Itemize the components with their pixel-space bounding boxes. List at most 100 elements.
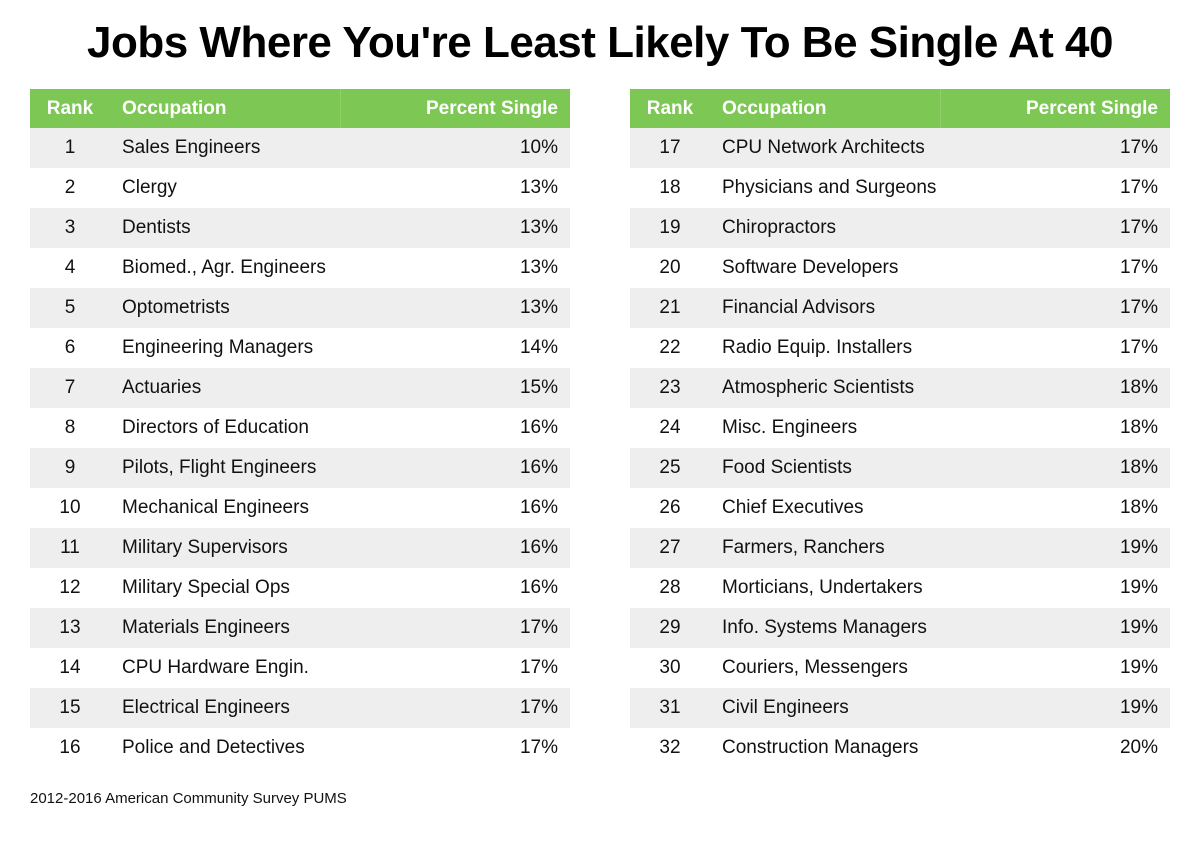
header-divider xyxy=(940,89,941,128)
percent-cell: 19% xyxy=(1119,537,1158,558)
page-title: Jobs Where You're Least Likely To Be Sin… xyxy=(87,18,1113,67)
occupation-cell: Optometrists xyxy=(122,297,230,318)
percent-cell: 18% xyxy=(1119,377,1158,398)
rank-cell: 20 xyxy=(659,257,681,278)
percent-cell: 16% xyxy=(519,457,558,478)
header-rank: Rank xyxy=(46,97,94,119)
occupation-cell: CPU Network Architects xyxy=(722,137,925,158)
rank-cell: 18 xyxy=(659,177,681,198)
occupation-cell: Atmospheric Scientists xyxy=(722,377,915,398)
occupation-cell: Civil Engineers xyxy=(722,697,849,718)
table-row: 27 Farmers, Ranchers 19% xyxy=(630,528,1170,568)
rank-cell: 28 xyxy=(659,577,681,598)
table-row: 32 Construction Managers 20% xyxy=(630,728,1170,768)
table-row: 30 Couriers, Messengers 19% xyxy=(630,648,1170,688)
percent-cell: 17% xyxy=(1119,257,1158,278)
table-body: 17 CPU Network Architects 17% 18 Physicians … xyxy=(630,128,1170,768)
rank-cell: 22 xyxy=(659,337,681,358)
rank-cell: 5 xyxy=(64,297,76,318)
rank-cell: 31 xyxy=(659,697,681,718)
rank-cell: 6 xyxy=(64,337,76,358)
rank-cell: 23 xyxy=(659,377,681,398)
percent-cell: 19% xyxy=(1119,617,1158,638)
table-row: 15 Electrical Engineers 17% xyxy=(30,688,570,728)
occupation-cell: CPU Hardware Engin. xyxy=(122,657,309,678)
table-row: 18 Physicians and Surgeons 17% xyxy=(630,168,1170,208)
source-note: 2012-2016 American Community Survey PUMS xyxy=(30,790,347,807)
table-row: 5 Optometrists 13% xyxy=(30,288,570,328)
percent-cell: 13% xyxy=(519,257,558,278)
rank-cell: 19 xyxy=(659,217,681,238)
table-row: 16 Police and Detectives 17% xyxy=(30,728,570,768)
occupation-cell: Financial Advisors xyxy=(722,297,876,318)
occupation-cell: Food Scientists xyxy=(722,457,852,478)
table-row: 13 Materials Engineers 17% xyxy=(30,608,570,648)
occupation-cell: Chief Executives xyxy=(722,497,864,518)
rank-cell: 29 xyxy=(659,617,681,638)
rank-cell: 10 xyxy=(59,497,81,518)
table-row: 1 Sales Engineers 10% xyxy=(30,128,570,168)
table-row: 21 Financial Advisors 17% xyxy=(630,288,1170,328)
occupation-cell: Police and Detectives xyxy=(122,737,305,758)
rank-cell: 16 xyxy=(59,737,81,758)
percent-cell: 13% xyxy=(519,177,558,198)
occupation-cell: Construction Managers xyxy=(722,737,919,758)
percent-cell: 19% xyxy=(1119,657,1158,678)
table-row: 10 Mechanical Engineers 16% xyxy=(30,488,570,528)
table-row: 24 Misc. Engineers 18% xyxy=(630,408,1170,448)
table-row: 11 Military Supervisors 16% xyxy=(30,528,570,568)
table-row: 9 Pilots, Flight Engineers 16% xyxy=(30,448,570,488)
occupation-cell: Materials Engineers xyxy=(122,617,290,638)
table-row: 19 Chiropractors 17% xyxy=(630,208,1170,248)
table-row: 26 Chief Executives 18% xyxy=(630,488,1170,528)
header-occupation: Occupation xyxy=(122,97,227,119)
table-row: 3 Dentists 13% xyxy=(30,208,570,248)
occupation-cell: Physicians and Surgeons xyxy=(722,177,937,198)
table-right: Rank Occupation Percent Single 17 CPU Net… xyxy=(630,89,1170,768)
table-row: 17 CPU Network Architects 17% xyxy=(630,128,1170,168)
table-row: 23 Atmospheric Scientists 18% xyxy=(630,368,1170,408)
percent-cell: 19% xyxy=(1119,697,1158,718)
table-header: Rank Occupation Percent Single xyxy=(630,89,1170,128)
table-row: 28 Morticians, Undertakers 19% xyxy=(630,568,1170,608)
rank-cell: 3 xyxy=(64,217,76,238)
occupation-cell: Military Supervisors xyxy=(122,537,288,558)
occupation-cell: Engineering Managers xyxy=(122,337,314,358)
rank-cell: 27 xyxy=(659,537,681,558)
percent-cell: 17% xyxy=(1119,137,1158,158)
rank-cell: 24 xyxy=(659,417,681,438)
occupation-cell: Farmers, Ranchers xyxy=(722,537,885,558)
rank-cell: 32 xyxy=(659,737,681,758)
rank-cell: 12 xyxy=(59,577,81,598)
percent-cell: 13% xyxy=(519,217,558,238)
header-occupation: Occupation xyxy=(722,97,827,119)
occupation-cell: Couriers, Messengers xyxy=(722,657,908,678)
rank-cell: 30 xyxy=(659,657,681,678)
rank-cell: 4 xyxy=(64,257,76,278)
table-row: 25 Food Scientists 18% xyxy=(630,448,1170,488)
percent-cell: 18% xyxy=(1119,457,1158,478)
rank-cell: 17 xyxy=(659,137,681,158)
percent-cell: 17% xyxy=(1119,217,1158,238)
percent-cell: 17% xyxy=(519,737,558,758)
percent-cell: 10% xyxy=(519,137,558,158)
occupation-cell: Mechanical Engineers xyxy=(122,497,309,518)
table-row: 31 Civil Engineers 19% xyxy=(630,688,1170,728)
percent-cell: 15% xyxy=(519,377,558,398)
occupation-cell: Actuaries xyxy=(122,377,202,398)
percent-cell: 17% xyxy=(519,657,558,678)
rank-cell: 25 xyxy=(659,457,681,478)
table-row: 20 Software Developers 17% xyxy=(630,248,1170,288)
percent-cell: 18% xyxy=(1119,497,1158,518)
table-header: Rank Occupation Percent Single xyxy=(30,89,570,128)
percent-cell: 16% xyxy=(519,417,558,438)
percent-cell: 17% xyxy=(1119,177,1158,198)
rank-cell: 21 xyxy=(659,297,681,318)
table-left: Rank Occupation Percent Single 1 Sales En… xyxy=(30,89,570,768)
table-row: 8 Directors of Education 16% xyxy=(30,408,570,448)
occupation-cell: Sales Engineers xyxy=(122,137,261,158)
table-row: 12 Military Special Ops 16% xyxy=(30,568,570,608)
occupation-cell: Biomed., Agr. Engineers xyxy=(122,257,326,278)
header-divider xyxy=(340,89,341,128)
percent-cell: 17% xyxy=(519,617,558,638)
